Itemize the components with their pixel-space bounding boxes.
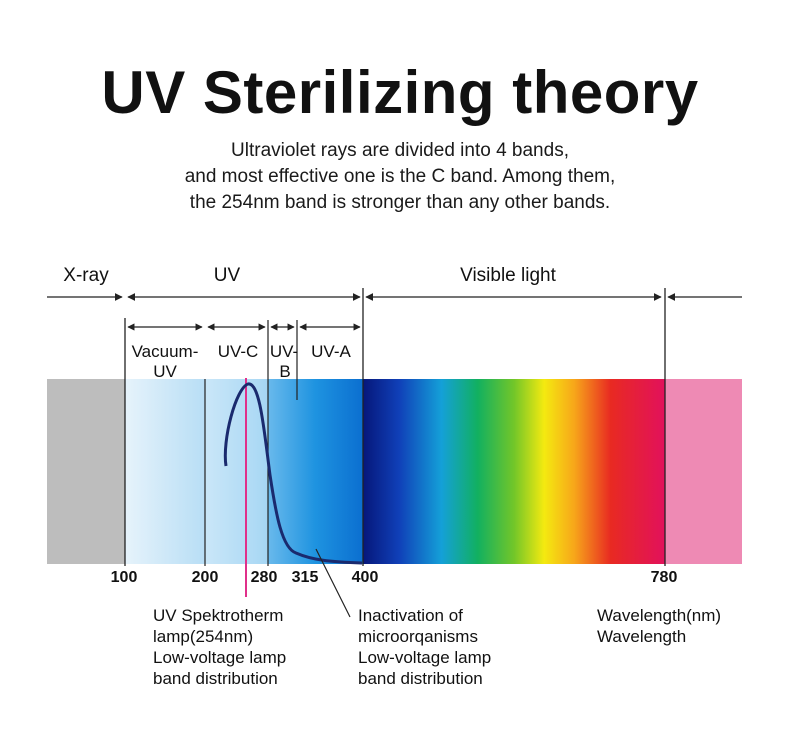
inactivation-leader: [315, 548, 351, 618]
page-title: UV Sterilizing theory: [101, 59, 699, 126]
subtitle-line-3: the 254nm band is stronger than any othe…: [189, 192, 611, 213]
annotation-wavelength-2: Wavelength: [597, 627, 686, 646]
tick-label-780: 780: [651, 569, 678, 586]
inactivation-curve: [223, 382, 363, 565]
annotation-lamp-1: UV Spektrotherm: [153, 606, 283, 625]
annotation-lamp-2: lamp(254nm): [153, 627, 253, 646]
band-label-vacuum-uv-1: Vacuum-: [132, 342, 199, 361]
annotation-lamp-4: band distribution: [153, 669, 278, 688]
band-label-uva: UV-A: [311, 342, 351, 361]
region-label-visible: Visible light: [460, 265, 556, 286]
band-label-vacuum-uv-2: UV: [153, 362, 177, 381]
tick-label-280: 280: [251, 569, 278, 586]
visible-band: [363, 379, 665, 564]
xray-band: [47, 379, 125, 564]
band-label-uvb-1: UV-: [270, 342, 298, 361]
subtitle-line-2: and most effective one is the C band. Am…: [184, 166, 616, 187]
region-label-uv: UV: [214, 265, 241, 286]
tick-label-315: 315: [292, 569, 319, 586]
uvc-highlight: [205, 379, 268, 564]
tick-label-400: 400: [352, 569, 379, 586]
annotation-inactivation-2: microorqanisms: [358, 627, 478, 646]
annotation-inactivation-1: Inactivation of: [358, 606, 463, 625]
band-label-uvb-2: B: [279, 362, 290, 381]
region-label-xray: X-ray: [63, 265, 109, 286]
band-label-uvc: UV-C: [218, 342, 259, 361]
tick-label-200: 200: [192, 569, 219, 586]
annotation-wavelength-1: Wavelength(nm): [597, 606, 721, 625]
annotation-lamp-3: Low-voltage lamp: [153, 648, 286, 667]
tick-label-100: 100: [111, 569, 138, 586]
infrared-band: [665, 379, 742, 564]
subtitle-line-1: Ultraviolet rays are divided into 4 band…: [231, 140, 569, 161]
subtitle: Ultraviolet rays are divided into 4 band…: [0, 138, 800, 216]
annotation-inactivation-4: band distribution: [358, 669, 483, 688]
annotation-inactivation-3: Low-voltage lamp: [358, 648, 491, 667]
